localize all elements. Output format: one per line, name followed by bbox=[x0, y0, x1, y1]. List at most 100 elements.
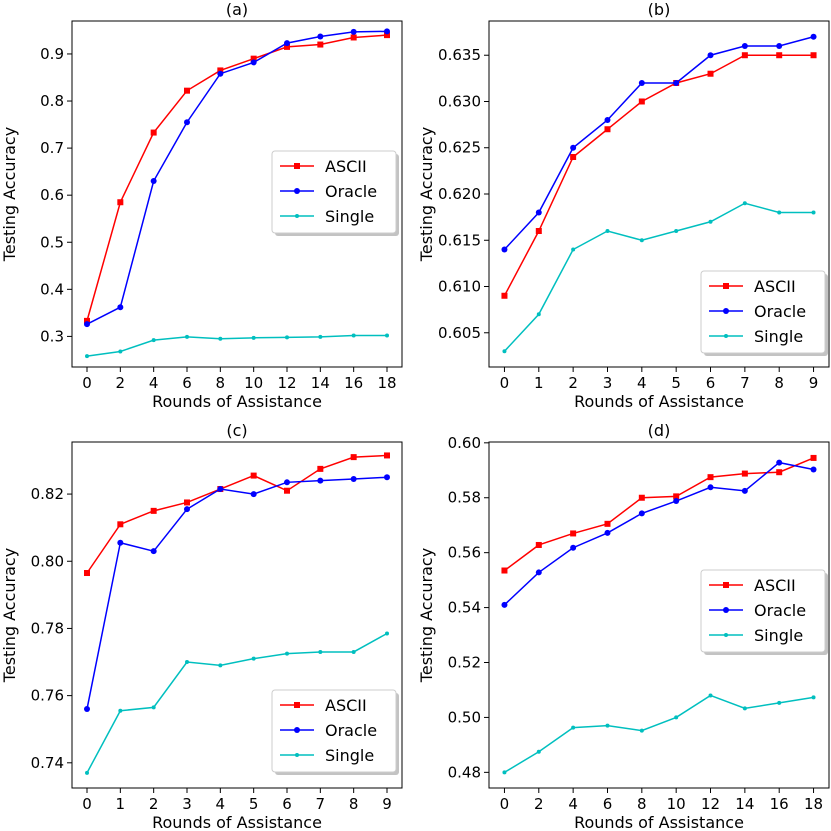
panel-title: (d) bbox=[648, 421, 671, 440]
data-point bbox=[535, 209, 542, 216]
data-point bbox=[605, 229, 610, 234]
series-line-oracle bbox=[503, 36, 814, 251]
data-point bbox=[84, 570, 90, 577]
data-point bbox=[810, 33, 817, 40]
data-point bbox=[85, 354, 89, 359]
series-single bbox=[85, 631, 389, 775]
data-point bbox=[604, 520, 611, 527]
y-tick-label: 0.48 bbox=[448, 763, 481, 781]
y-tick-label: 0.82 bbox=[31, 485, 64, 503]
data-point bbox=[284, 479, 290, 486]
panel-d: (d) 0 2 4 6 8 10 12 14 16 18 0.48 0.50 0.52 0.54 0.56 0.… bbox=[417, 421, 830, 831]
data-point bbox=[384, 452, 390, 459]
data-point bbox=[350, 454, 357, 461]
data-point bbox=[810, 52, 817, 59]
data-point bbox=[810, 454, 817, 461]
y-axis-title: Testing Accuracy bbox=[417, 548, 436, 683]
data-point bbox=[385, 333, 389, 338]
x-tick-label: 14 bbox=[735, 795, 754, 813]
x-tick-label: 2 bbox=[149, 795, 159, 813]
data-point bbox=[639, 238, 644, 243]
y-axis-title: Testing Accuracy bbox=[417, 127, 436, 262]
x-tick-label: 16 bbox=[770, 795, 789, 813]
y-tick-label: 0.620 bbox=[438, 185, 481, 203]
y-tick-label: 0.605 bbox=[438, 324, 481, 342]
legend-marker bbox=[723, 607, 729, 613]
data-point bbox=[742, 706, 747, 711]
series-line-single bbox=[86, 334, 387, 357]
y-tick-label: 0.635 bbox=[438, 46, 481, 64]
legend-box bbox=[271, 689, 397, 773]
data-point bbox=[570, 153, 577, 160]
legend-marker bbox=[295, 753, 299, 757]
data-point bbox=[741, 52, 748, 59]
data-point bbox=[638, 98, 645, 105]
data-point bbox=[117, 539, 124, 546]
data-point bbox=[218, 336, 223, 341]
x-tick-label: 6 bbox=[603, 795, 613, 813]
data-point bbox=[251, 656, 256, 661]
plot-frame bbox=[488, 441, 830, 789]
panel-c: (c) 0 1 2 3 4 5 6 7 8 9 0.74 0.76 0.78 0.80 0.82 Rounds … bbox=[0, 421, 403, 831]
panel-title: (b) bbox=[648, 0, 671, 19]
data-point bbox=[570, 544, 577, 551]
data-point bbox=[536, 749, 541, 754]
series-line-ascii bbox=[86, 454, 388, 574]
y-tick-label: 0.54 bbox=[448, 599, 481, 617]
data-point bbox=[501, 246, 508, 253]
data-point bbox=[673, 493, 680, 500]
data-point bbox=[218, 663, 223, 668]
data-point bbox=[318, 334, 323, 339]
data-point bbox=[184, 499, 190, 506]
x-tick-label: 9 bbox=[382, 795, 392, 813]
data-point bbox=[707, 484, 714, 491]
legend-label: Oracle bbox=[325, 182, 377, 201]
x-tick-label: 3 bbox=[182, 795, 192, 813]
legend-label: ASCII bbox=[754, 277, 796, 296]
x-tick-label: 10 bbox=[244, 374, 263, 392]
x-tick-label: 8 bbox=[216, 374, 226, 392]
data-point bbox=[776, 469, 783, 476]
data-point bbox=[674, 715, 679, 720]
x-tick-label: 0 bbox=[500, 795, 510, 813]
data-point bbox=[217, 67, 224, 74]
x-tick-label: 4 bbox=[216, 795, 226, 813]
data-point bbox=[185, 660, 189, 665]
legend: ASCII Oracle Single bbox=[700, 270, 828, 356]
data-point bbox=[184, 87, 190, 94]
y-tick-label: 0.610 bbox=[438, 278, 481, 296]
data-point bbox=[605, 723, 610, 728]
data-point bbox=[151, 338, 156, 343]
data-point bbox=[84, 706, 90, 713]
data-point bbox=[317, 477, 324, 484]
legend-label: ASCII bbox=[325, 696, 367, 715]
data-point bbox=[535, 228, 542, 235]
data-point bbox=[535, 541, 542, 548]
data-point bbox=[150, 507, 157, 514]
data-point bbox=[150, 178, 157, 185]
x-tick-label: 0 bbox=[82, 374, 92, 392]
series-line-ascii bbox=[503, 54, 814, 297]
data-point bbox=[351, 649, 356, 654]
data-point bbox=[250, 491, 257, 498]
series-line-single bbox=[86, 632, 388, 774]
legend-marker bbox=[724, 334, 728, 338]
series-line-single bbox=[503, 202, 814, 352]
x-tick-label: 0 bbox=[82, 795, 92, 813]
data-point bbox=[502, 349, 507, 354]
data-point bbox=[742, 201, 747, 206]
legend-label: Oracle bbox=[754, 302, 806, 321]
legend-label: Oracle bbox=[325, 721, 377, 740]
x-tick-label: 10 bbox=[667, 795, 686, 813]
x-tick-label: 2 bbox=[116, 374, 126, 392]
series-line-ascii bbox=[504, 457, 814, 572]
legend-label: Single bbox=[754, 626, 803, 645]
data-point bbox=[674, 229, 679, 234]
x-tick-label: 5 bbox=[249, 795, 259, 813]
panel-title: (a) bbox=[226, 0, 248, 19]
series-single bbox=[502, 201, 816, 354]
series-ascii bbox=[84, 452, 390, 577]
data-point bbox=[385, 631, 389, 636]
legend-label: Single bbox=[325, 207, 374, 226]
